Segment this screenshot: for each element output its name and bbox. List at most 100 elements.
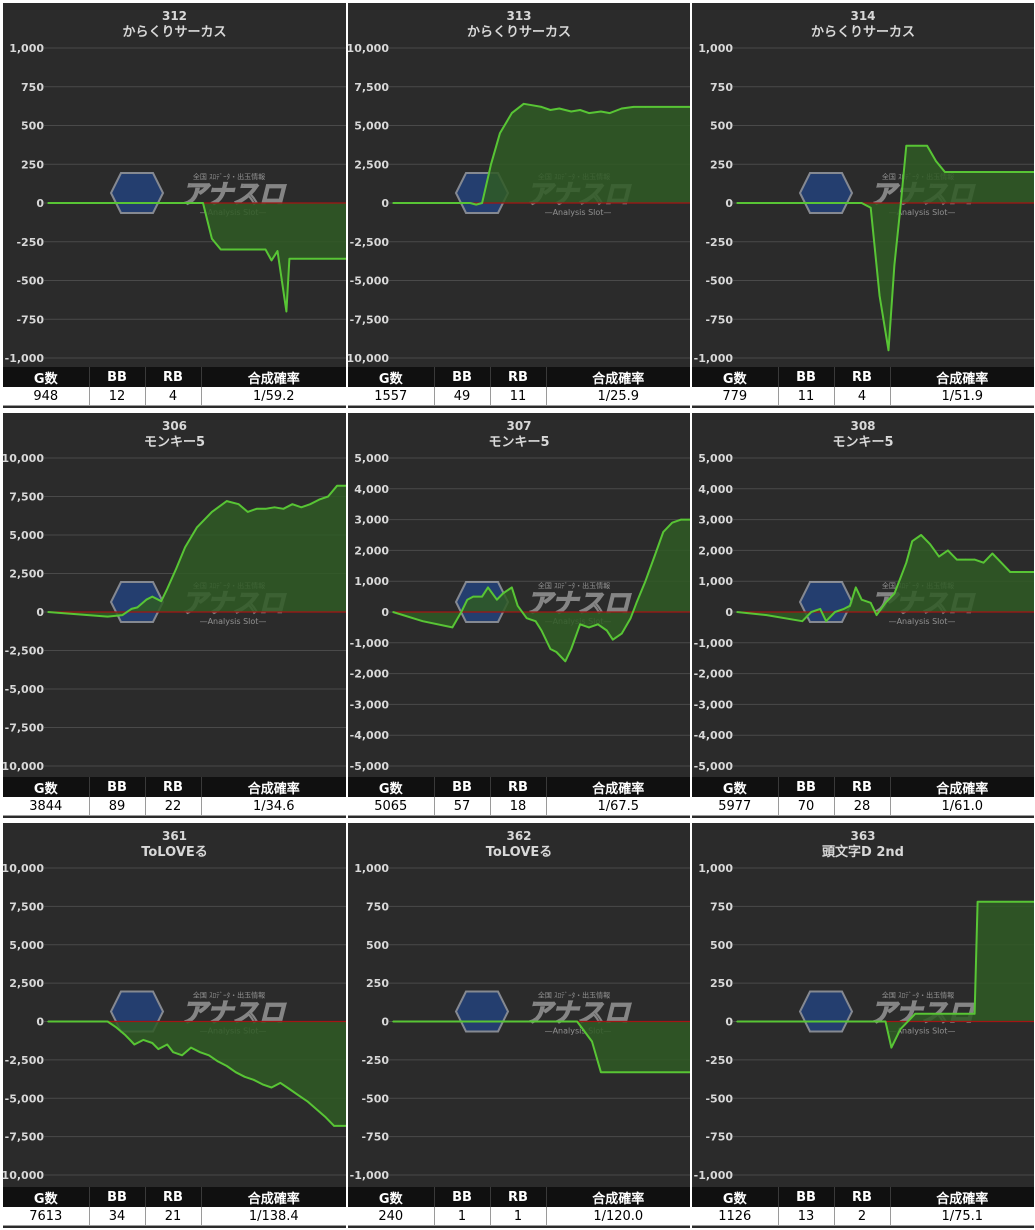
data-point	[938, 555, 940, 558]
data-point	[255, 508, 258, 510]
data-point	[635, 602, 638, 604]
combined-probability-value: 1/120.0	[546, 1207, 690, 1226]
data-point	[220, 248, 222, 251]
data-point	[315, 1108, 318, 1110]
y-tick-label: -5,000	[350, 760, 390, 773]
y-tick-label: -250	[705, 1054, 733, 1067]
data-point	[270, 259, 273, 262]
y-tick-label: -10,000	[3, 760, 44, 773]
data-point	[950, 1013, 952, 1015]
stats-table: G数 BB RB 合成確率 948 12 4 1/59.2	[3, 367, 346, 406]
y-tick-label: 10,000	[348, 42, 389, 55]
data-point	[288, 258, 291, 260]
data-point	[576, 1020, 578, 1023]
y-tick-label: 750	[710, 81, 733, 94]
data-point	[819, 608, 821, 610]
y-tick-label: 5,000	[354, 120, 389, 133]
machine-number: 361	[162, 829, 187, 843]
y-tick-label: -3,000	[350, 698, 390, 711]
data-point	[1033, 571, 1034, 573]
bb-header: BB	[434, 777, 491, 797]
data-point	[1009, 571, 1011, 573]
data-point	[920, 534, 922, 536]
y-tick-label: 500	[710, 120, 733, 133]
data-point	[496, 598, 498, 601]
data-point	[606, 629, 608, 632]
games-value: 3844	[3, 797, 90, 816]
data-point	[549, 109, 552, 111]
profit-chart: 308 モンキー5 5,000 4,000 3,000 2,000 1,000 0 -1,000…	[694, 419, 1034, 773]
analysis-slot-logo-icon	[798, 172, 854, 214]
combined-probability-header: 合成確率	[201, 777, 346, 797]
data-point	[270, 1086, 273, 1089]
data-point	[644, 106, 647, 108]
data-point	[261, 1083, 264, 1086]
data-point	[991, 552, 994, 555]
rb-header: RB	[490, 777, 547, 797]
data-point	[765, 614, 768, 616]
rb-header: RB	[145, 367, 202, 387]
y-tick-label: -1,000	[350, 637, 390, 650]
data-point	[825, 620, 827, 622]
y-tick-label: 0	[725, 606, 733, 619]
y-tick-label: -500	[705, 1092, 733, 1105]
machine-card: 308 モンキー5 5,000 4,000 3,000 2,000 1,000 0 -1,000…	[692, 413, 1034, 818]
bb-value: 57	[434, 797, 491, 816]
rb-header: RB	[490, 1187, 547, 1207]
y-tick-label: 1,000	[9, 42, 44, 55]
data-point	[644, 580, 647, 582]
machine-number: 308	[850, 419, 875, 433]
y-tick-label: -2,000	[694, 668, 734, 681]
data-point	[460, 611, 463, 613]
data-point	[226, 1065, 228, 1067]
data-point	[157, 1048, 160, 1050]
data-point	[689, 518, 690, 521]
data-point	[689, 106, 690, 108]
data-point	[911, 540, 913, 542]
data-point	[309, 503, 312, 505]
data-point	[279, 1082, 282, 1084]
data-point	[121, 614, 124, 616]
data-point	[849, 605, 851, 607]
data-point	[469, 202, 471, 204]
data-point	[285, 310, 288, 313]
data-point	[944, 171, 946, 173]
y-tick-label: 750	[710, 900, 733, 913]
games-value: 5065	[348, 797, 435, 816]
data-point	[689, 1071, 690, 1073]
bb-value: 70	[778, 797, 835, 816]
data-point	[620, 107, 623, 110]
watermark-sub-text: —Analysis Slot—	[545, 208, 612, 217]
rb-value: 11	[490, 387, 547, 406]
data-point	[516, 605, 519, 607]
data-point	[662, 531, 665, 533]
series-area	[48, 485, 346, 617]
combined-probability-value: 1/61.0	[890, 797, 1034, 816]
data-point	[899, 206, 902, 209]
data-point	[522, 103, 525, 105]
data-point	[166, 1043, 168, 1046]
y-tick-label: 0	[725, 1016, 733, 1029]
stats-table: G数 BB RB 合成確率 5065 57 18 1/67.5	[348, 777, 690, 816]
combined-probability-header: 合成確率	[201, 367, 346, 387]
data-point	[884, 1020, 887, 1023]
data-point	[288, 1088, 291, 1090]
watermark-small-text: 全国 ｽﾛﾃﾞｰﾀ・出玉情報	[538, 581, 610, 590]
data-point	[47, 611, 49, 613]
machine-card: 307 モンキー5 5,000 4,000 3,000 2,000 1,000 0 -1,000…	[348, 413, 690, 818]
profit-chart: 362 ToLOVEる 1,000 750 500 250 0 -250 -500 -750 -1,…	[350, 829, 690, 1182]
data-point	[914, 1013, 916, 1015]
data-point	[1033, 901, 1034, 903]
combined-probability-value: 1/75.1	[890, 1207, 1034, 1226]
data-point	[982, 561, 985, 564]
y-tick-label: -10,000	[348, 352, 389, 365]
analysis-slot-logo-icon	[454, 990, 510, 1033]
y-tick-label: -250	[705, 236, 733, 249]
watermark-sub-text: —Analysis Slot—	[889, 208, 956, 217]
data-point	[345, 484, 346, 487]
data-point	[525, 617, 528, 619]
data-point	[392, 611, 394, 613]
data-point	[959, 1013, 961, 1015]
data-point	[923, 1013, 925, 1015]
rb-header: RB	[834, 777, 891, 797]
